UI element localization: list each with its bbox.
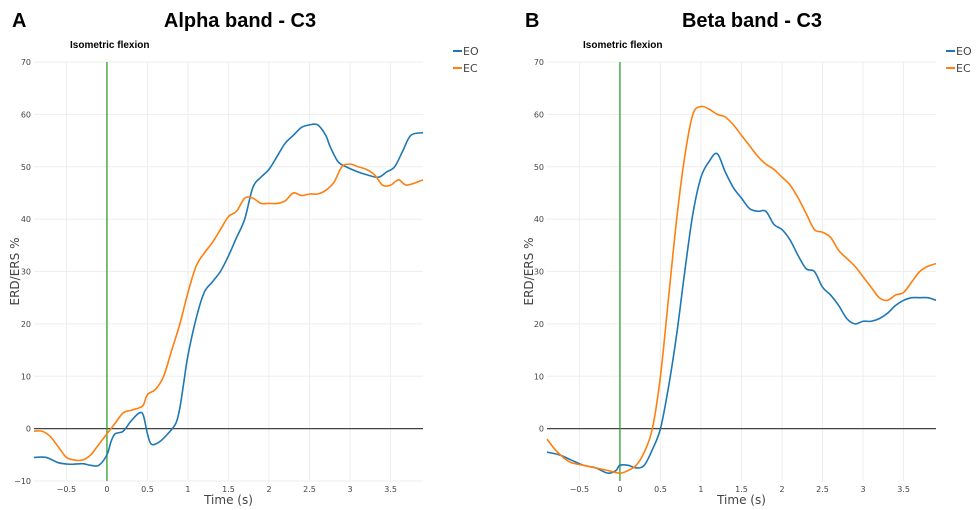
- y-tick-label: 30: [534, 268, 544, 277]
- y-tick-label: 20: [21, 320, 31, 329]
- legend-label-eo[interactable]: EO: [463, 45, 479, 58]
- x-tick-label: 0.5: [141, 485, 154, 494]
- y-tick-label: 70: [534, 58, 544, 67]
- chart-panel-a: −10 0 10 20 30 40 50 60 70 −0.5 0 0.5 1 1.5 2 2.5 3 3.5 Ti…: [8, 10, 479, 507]
- y-tick-label: 60: [534, 110, 544, 119]
- y-tick-label: 30: [21, 268, 31, 277]
- y-tick-label: 20: [534, 320, 544, 329]
- x-tick-label: 3.5: [384, 485, 397, 494]
- condition-annotation: Isometric flexion: [70, 40, 149, 51]
- x-tick-label: 1: [698, 485, 703, 494]
- y-tick-label: 50: [534, 163, 544, 172]
- panel-letter: B: [525, 10, 539, 32]
- legend-label-eo[interactable]: EO: [956, 45, 972, 58]
- series-line-eo: [33, 123, 424, 467]
- chart-title: Alpha band - C3: [164, 10, 316, 32]
- condition-annotation: Isometric flexion: [583, 40, 662, 51]
- series-line-ec: [546, 105, 937, 474]
- x-tick-label: 1: [185, 485, 190, 494]
- x-tick-label: 3: [348, 485, 353, 494]
- chart-panel-b: 0 10 20 30 40 50 60 70 −0.5 0 0.5 1 1.5 2 2.5 3 3.5 Time …: [522, 10, 972, 507]
- y-tick-label: 0: [539, 425, 544, 434]
- x-tick-label: 0: [617, 485, 622, 494]
- x-axis-title: Time (s): [203, 493, 253, 507]
- y-tick-label: 0: [26, 425, 31, 434]
- x-tick-label: 1.5: [735, 485, 748, 494]
- chart-title: Beta band - C3: [682, 10, 822, 32]
- y-tick-label: 70: [21, 58, 31, 67]
- x-tick-label: −0.5: [57, 485, 76, 494]
- x-tick-label: 2.5: [303, 485, 316, 494]
- x-tick-label: 2.5: [816, 485, 829, 494]
- x-tick-label: 1.5: [222, 485, 235, 494]
- panel-letter: A: [12, 10, 26, 32]
- legend-label-ec[interactable]: EC: [463, 62, 478, 75]
- y-tick-label: 40: [21, 215, 31, 224]
- y-axis-title: ERD/ERS %: [522, 238, 536, 306]
- y-tick-label: 10: [21, 372, 31, 381]
- y-tick-label: −10: [14, 477, 31, 486]
- legend-label-ec[interactable]: EC: [956, 62, 971, 75]
- y-axis-title: ERD/ERS %: [8, 238, 22, 306]
- series-line-eo: [546, 152, 937, 475]
- x-axis-title: Time (s): [716, 493, 766, 507]
- x-tick-label: 0: [104, 485, 109, 494]
- x-tick-label: 3.5: [897, 485, 910, 494]
- series-line-ec: [33, 163, 424, 462]
- y-tick-label: 50: [21, 163, 31, 172]
- x-tick-label: −0.5: [570, 485, 589, 494]
- y-tick-label: 40: [534, 215, 544, 224]
- y-tick-label: 10: [534, 372, 544, 381]
- x-tick-label: 3: [861, 485, 866, 494]
- x-tick-label: 0.5: [654, 485, 667, 494]
- x-tick-label: 2: [266, 485, 271, 494]
- y-tick-label: 60: [21, 110, 31, 119]
- x-tick-label: 2: [779, 485, 784, 494]
